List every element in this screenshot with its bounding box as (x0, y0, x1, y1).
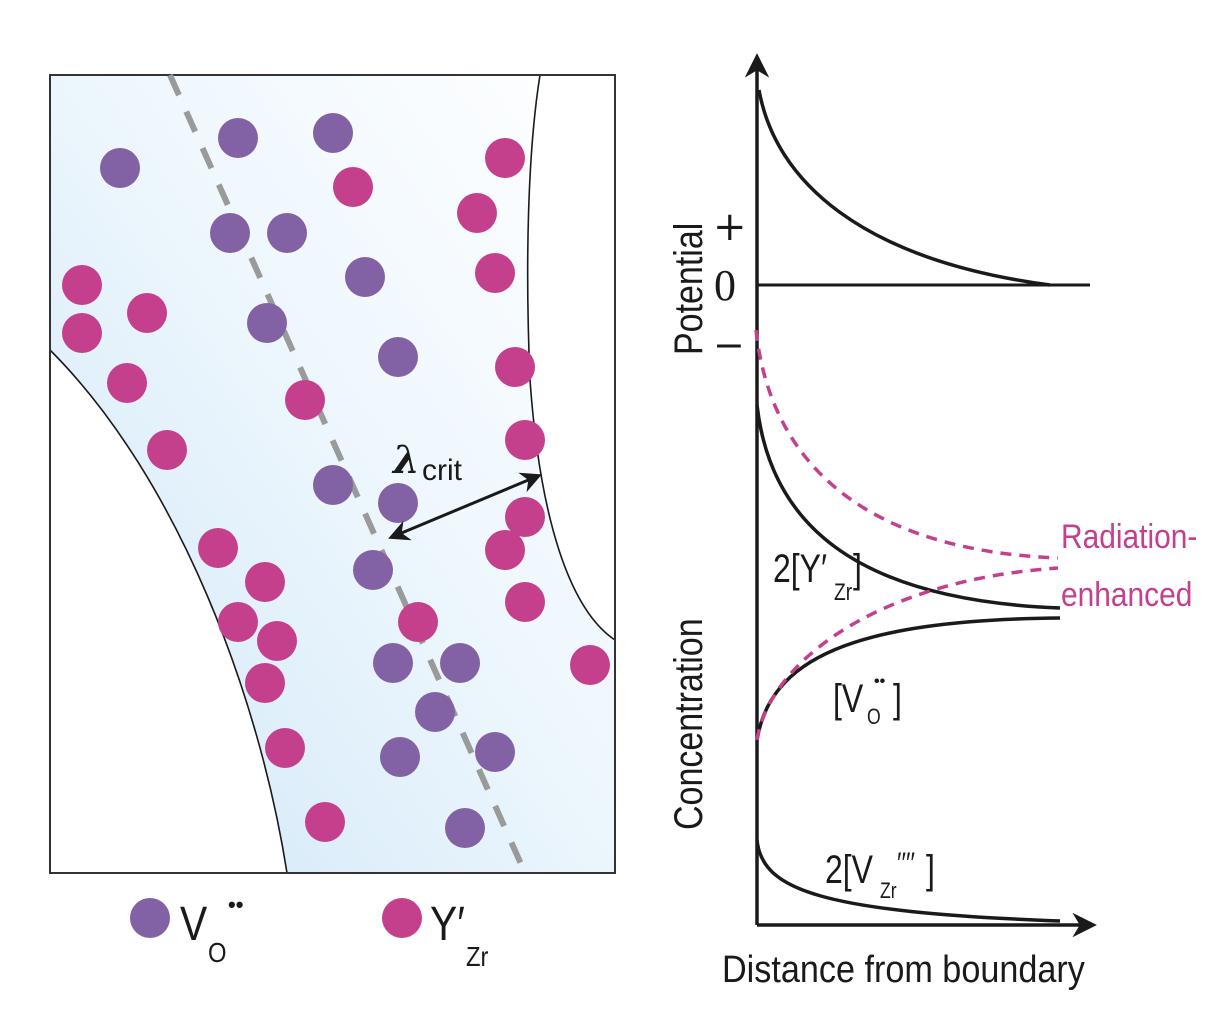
vo-curve-label: [V O •• ] (833, 673, 902, 730)
oxygen-vacancy-dot (100, 148, 140, 188)
oxygen-vacancy-dot (415, 692, 455, 732)
oxygen-vacancy-dot (378, 483, 418, 523)
vzr-curve-label: 2[V Zr ′′′′ ] (825, 845, 935, 903)
legend-vo-symbol: V (180, 898, 207, 951)
yttrium-dopant-dot (333, 167, 373, 207)
yttrium-dopant-dot (505, 582, 545, 622)
svg-text:′′′′: ′′′′ (897, 845, 915, 879)
yttrium-dopant-dot (265, 728, 305, 768)
grain-boundary-panel: λ crit (49, 73, 616, 875)
vo-concentration-curve (755, 616, 1061, 741)
yzr-curve-label: 2[Y′ Zr ] (773, 546, 862, 606)
oxygen-vacancy-dot (440, 643, 480, 683)
yttrium-dopant-dot (398, 602, 438, 642)
oxygen-vacancy-dot (218, 118, 258, 158)
radiation-enhanced-label-line2: enhanced (1061, 575, 1192, 613)
oxygen-vacancy-dot (475, 732, 515, 772)
legend-yzr-symbol: Y′ (430, 898, 465, 951)
oxygen-vacancy-dot (247, 303, 287, 343)
yttrium-dopant-dot (245, 562, 285, 602)
legend-yzr-subscript: Zr (466, 940, 489, 972)
panel-border (49, 74, 616, 874)
yttrium-dopant-dot (147, 430, 187, 470)
grain-center-dashed-line (167, 73, 528, 875)
left-grain-boundary (49, 349, 288, 874)
legend: V O •• Y′ Zr (130, 892, 489, 972)
svg-text:Zr: Zr (880, 879, 897, 903)
svg-text:O: O (867, 705, 881, 729)
lambda-symbol: λ (391, 437, 420, 482)
yttrium-dopant-dot (285, 380, 325, 420)
oxygen-vacancy-dot (373, 643, 413, 683)
oxygen-vacancy-dot (210, 213, 250, 253)
svg-text:[V: [V (833, 676, 863, 721)
oxygen-vacancy-dot (378, 337, 418, 377)
oxygen-vacancy-dot (313, 113, 353, 153)
svg-text:]: ] (926, 847, 935, 892)
radiation-yzr-dashed-curve (754, 329, 1059, 560)
svg-text:]: ] (893, 676, 902, 721)
yttrium-dopant-dot (107, 363, 147, 403)
tick-minus: − (713, 323, 745, 367)
yttrium-dopant-dot (485, 138, 525, 178)
svg-text:]: ] (853, 546, 862, 591)
yttrium-dopant-dot (62, 313, 102, 353)
yttrium-dopant-dot (570, 645, 610, 685)
yttrium-dopant-dot (257, 621, 297, 661)
lambda-crit-arrow (388, 472, 542, 541)
defect-dots (62, 113, 610, 848)
potential-axis-label: Potential (665, 223, 710, 355)
purple-dot-icon (130, 898, 170, 938)
oxygen-vacancy-dot (353, 550, 393, 590)
yttrium-dopant-dot (475, 253, 515, 293)
concentration-axis-label: Concentration (665, 618, 710, 830)
x-axis-label: Distance from boundary (722, 947, 1085, 990)
oxygen-vacancy-dot (445, 808, 485, 848)
yttrium-dopant-dot (485, 530, 525, 570)
vzr-concentration-curve (755, 839, 1061, 923)
yttrium-dopant-dot (127, 293, 167, 333)
yttrium-dopant-dot (505, 420, 545, 460)
tick-zero: 0 (714, 261, 736, 310)
yttrium-dopant-dot (495, 347, 535, 387)
magenta-dot-icon (382, 898, 422, 938)
yttrium-dopant-dot (218, 602, 258, 642)
potential-curve (757, 89, 1051, 287)
tick-plus: + (713, 204, 747, 250)
yttrium-dopant-dot (198, 528, 238, 568)
svg-text:2[Y′: 2[Y′ (773, 546, 827, 591)
svg-text:Zr: Zr (834, 578, 852, 606)
legend-vo-subscript: O (208, 936, 227, 968)
yttrium-dopant-dot (62, 265, 102, 305)
profile-chart: Potential Concentration + 0 − Distance f… (665, 53, 1197, 990)
oxygen-vacancy-dot (267, 213, 307, 253)
oxygen-vacancy-dot (345, 257, 385, 297)
yttrium-dopant-dot (245, 663, 285, 703)
svg-text:••: •• (874, 673, 886, 690)
yttrium-dopant-dot (457, 193, 497, 233)
svg-text:2[V: 2[V (825, 847, 873, 892)
lambda-subscript: crit (422, 454, 463, 487)
oxygen-vacancy-dot (380, 737, 420, 777)
yttrium-dopant-dot (305, 802, 345, 842)
radiation-enhanced-label-line1: Radiation- (1061, 517, 1197, 555)
oxygen-vacancy-dot (313, 465, 353, 505)
yzr-concentration-curve (755, 404, 1061, 610)
radiation-vo-dashed-curve (755, 566, 1059, 741)
legend-vo-superscript: •• (228, 892, 243, 917)
